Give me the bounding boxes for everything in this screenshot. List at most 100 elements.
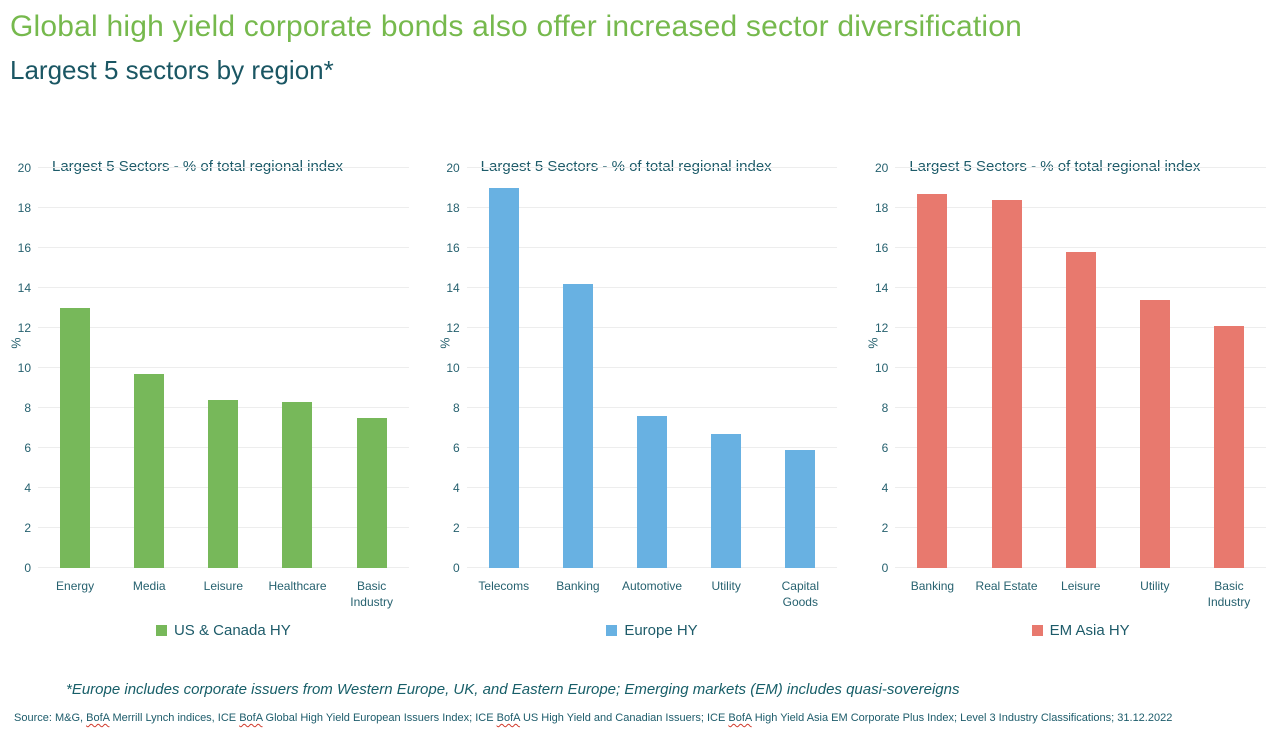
source-text-segment: Merrill Lynch indices, ICE bbox=[109, 712, 240, 724]
source-text-segment: Global High Yield European Issuers Index… bbox=[262, 712, 497, 724]
gridline bbox=[466, 287, 838, 288]
bars-group bbox=[467, 168, 838, 568]
bar-slot bbox=[541, 168, 615, 568]
gridline bbox=[38, 247, 409, 248]
y-tick-label: 2 bbox=[24, 521, 31, 535]
y-tick-label: 0 bbox=[24, 561, 31, 575]
chart-title: Largest 5 Sectors - % of total regional … bbox=[480, 158, 772, 175]
y-tick-label: 6 bbox=[24, 441, 31, 455]
x-axis-labels: Energy Media Leisure Healthcare Basic Indust… bbox=[38, 578, 409, 616]
x-axis-labels: Banking Real Estate Leisure Utility Basic In… bbox=[895, 578, 1266, 616]
y-tick-label: 10 bbox=[17, 361, 31, 375]
page-title: Global high yield corporate bonds also o… bbox=[10, 10, 1023, 43]
chart-title: Largest 5 Sectors - % of total regional … bbox=[909, 158, 1201, 175]
bar-automotive bbox=[637, 416, 668, 568]
flagged-word: BofA bbox=[239, 712, 263, 724]
category-label: Telecoms bbox=[478, 579, 530, 593]
flagged-word: BofA bbox=[86, 712, 110, 724]
chart-us-canada-hy: Largest 5 Sectors - % of total regional … bbox=[8, 158, 409, 639]
x-axis-labels: Telecoms Banking Automotive Utility Capital … bbox=[467, 578, 838, 616]
bar-slot bbox=[260, 168, 334, 568]
gridline bbox=[895, 207, 1267, 208]
bar-slot bbox=[615, 168, 689, 568]
legend-label: EM Asia HY bbox=[1049, 622, 1130, 639]
y-tick-label: 2 bbox=[881, 521, 889, 535]
charts-row: Largest 5 Sectors - % of total regional … bbox=[8, 158, 1267, 639]
bar-banking bbox=[917, 194, 948, 568]
gridline bbox=[466, 367, 838, 368]
plot-area bbox=[466, 167, 838, 568]
y-tick-label: 6 bbox=[881, 441, 889, 455]
bar-slot bbox=[112, 168, 186, 568]
category-label: Real Estate bbox=[975, 579, 1038, 593]
y-tick-label: 20 bbox=[446, 161, 460, 175]
bar-slot bbox=[186, 168, 260, 568]
page-header: Global high yield corporate bonds also o… bbox=[0, 0, 1280, 86]
y-tick-label: 4 bbox=[24, 481, 31, 495]
legend-label: US & Canada HY bbox=[173, 622, 291, 639]
y-axis: % 0 2 4 6 8 10 12 14 16 18 20 bbox=[865, 161, 895, 575]
y-tick-label: 12 bbox=[874, 321, 889, 335]
bar-slot bbox=[763, 168, 837, 568]
source-text-segment: Source: M&G, bbox=[14, 712, 87, 724]
chart-title: Largest 5 Sectors - % of total regional … bbox=[52, 158, 343, 175]
bar-slot bbox=[969, 168, 1043, 568]
source-text-segment: High Yield Asia EM Corporate Plus Index;… bbox=[751, 712, 1173, 724]
y-tick-label: 10 bbox=[874, 361, 889, 375]
bar-slot bbox=[1044, 168, 1118, 568]
bar-slot bbox=[1118, 168, 1192, 568]
bars-group bbox=[895, 168, 1266, 568]
y-tick-label: 18 bbox=[17, 201, 31, 215]
y-tick-label: 16 bbox=[17, 241, 31, 255]
y-tick-label: 8 bbox=[24, 401, 31, 415]
gridline bbox=[895, 247, 1267, 248]
y-tick-label: 14 bbox=[874, 281, 889, 295]
plot-area bbox=[895, 167, 1267, 568]
y-tick-label: 10 bbox=[446, 361, 460, 375]
legend-swatch-icon bbox=[155, 625, 167, 636]
y-axis: % 0 2 4 6 8 10 12 14 16 18 20 bbox=[8, 161, 38, 575]
plot-area bbox=[38, 167, 409, 568]
bar-real-estate bbox=[991, 200, 1022, 568]
gridline bbox=[466, 247, 838, 248]
bar-utility bbox=[711, 434, 742, 568]
category-label: Capital Goods bbox=[781, 579, 819, 609]
y-axis-label: % bbox=[9, 337, 24, 349]
y-tick-label: 12 bbox=[17, 321, 31, 335]
gridline bbox=[895, 167, 1267, 168]
bar-slot bbox=[38, 168, 112, 568]
bar-capital-goods bbox=[785, 450, 816, 568]
page-subtitle: Largest 5 sectors by region* bbox=[10, 55, 334, 85]
bar-leisure bbox=[1065, 252, 1096, 568]
y-tick-label: 0 bbox=[881, 561, 889, 575]
category-label: Leisure bbox=[203, 579, 244, 593]
bar-slot bbox=[335, 168, 409, 568]
y-tick-label: 16 bbox=[446, 241, 460, 255]
source-text-segment: US High Yield and Canadian Issuers; ICE bbox=[519, 712, 729, 724]
footnote: *Europe includes corporate issuers from … bbox=[66, 681, 960, 698]
y-tick-label: 2 bbox=[452, 521, 460, 535]
chart-europe-hy: Largest 5 Sectors - % of total regional … bbox=[437, 158, 838, 639]
category-label: Media bbox=[132, 579, 166, 593]
legend-swatch-icon bbox=[1031, 625, 1043, 636]
y-axis-label: % bbox=[866, 337, 881, 349]
bar-basic-industry bbox=[356, 418, 387, 568]
category-label: Banking bbox=[556, 579, 600, 593]
gridline bbox=[466, 327, 838, 328]
y-tick-label: 20 bbox=[17, 161, 31, 175]
y-tick-label: 14 bbox=[446, 281, 460, 295]
y-tick-label: 18 bbox=[446, 201, 460, 215]
gridline bbox=[466, 207, 838, 208]
bar-healthcare bbox=[282, 402, 313, 568]
chart-em-asia-hy: Largest 5 Sectors - % of total regional … bbox=[865, 158, 1267, 639]
category-label: Utility bbox=[1140, 579, 1170, 593]
legend-label: Europe HY bbox=[624, 622, 698, 639]
gridline bbox=[466, 407, 838, 408]
legend: US & Canada HY bbox=[38, 622, 409, 639]
y-tick-label: 14 bbox=[17, 281, 31, 295]
y-tick-label: 20 bbox=[874, 161, 889, 175]
gridline bbox=[466, 167, 838, 168]
bar-slot bbox=[467, 168, 541, 568]
category-label: Leisure bbox=[1061, 579, 1101, 593]
y-axis: % 0 2 4 6 8 10 12 14 16 18 20 bbox=[437, 161, 467, 575]
